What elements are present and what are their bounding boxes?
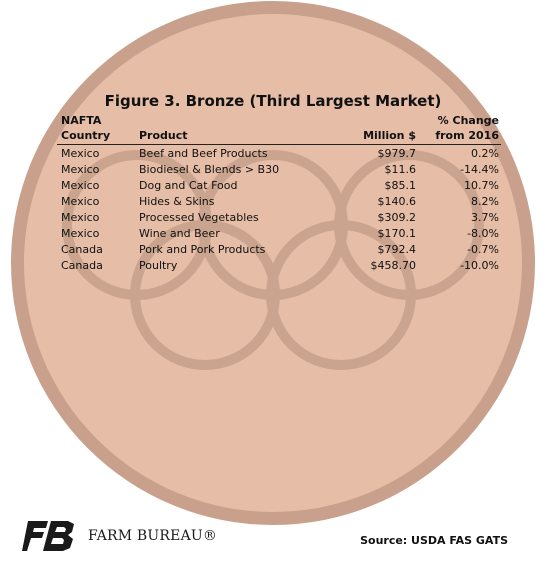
header-change-line2: from 2016	[435, 129, 499, 142]
header-change-line1: % Change	[437, 114, 499, 127]
country-cell: Canada	[61, 259, 103, 272]
header-country-line1: NAFTA	[61, 114, 102, 127]
olympic-ring-5	[266, 220, 416, 370]
table-row: Canada Poultry $458.70 -10.0%	[0, 258, 546, 274]
value-cell: $85.1	[384, 179, 417, 192]
header-million: Million $	[363, 129, 416, 142]
country-cell: Canada	[61, 243, 103, 256]
product-cell: Dog and Cat Food	[139, 179, 238, 192]
product-cell: Pork and Pork Products	[139, 243, 266, 256]
value-cell: $792.4	[377, 243, 417, 256]
product-cell: Beef and Beef Products	[139, 147, 268, 160]
product-cell: Poultry	[139, 259, 178, 272]
table-row: Mexico Beef and Beef Products $979.7 0.2%	[0, 146, 546, 162]
change-cell: 3.7%	[471, 211, 499, 224]
value-cell: $140.6	[377, 195, 417, 208]
farm-bureau-fb-logo-icon	[22, 521, 74, 551]
brand-name: FARM BUREAU®	[88, 528, 218, 544]
table-row: Mexico Biodiesel & Blends > B30 $11.6 -14.4…	[0, 162, 546, 178]
table-row: Mexico Dog and Cat Food $85.1 10.7%	[0, 178, 546, 194]
value-cell: $11.6	[384, 163, 417, 176]
header-product: Product	[139, 129, 188, 142]
value-cell: $309.2	[377, 211, 417, 224]
change-cell: -14.4%	[460, 163, 499, 176]
value-cell: $979.7	[377, 147, 417, 160]
header-country-line2: Country	[61, 129, 111, 142]
change-cell: -0.7%	[467, 243, 499, 256]
table-row: Mexico Wine and Beer $170.1 -8.0%	[0, 226, 546, 242]
country-cell: Mexico	[61, 163, 100, 176]
change-cell: -10.0%	[460, 259, 499, 272]
value-cell: $458.70	[370, 259, 417, 272]
change-cell: 10.7%	[464, 179, 499, 192]
change-cell: -8.0%	[467, 227, 499, 240]
product-cell: Processed Vegetables	[139, 211, 259, 224]
chart-title: Figure 3. Bronze (Third Largest Market)	[104, 92, 442, 110]
header-rule	[57, 144, 501, 145]
table-body: Mexico Beef and Beef Products $979.7 0.2% Me…	[0, 146, 546, 274]
value-cell: $170.1	[377, 227, 417, 240]
product-cell: Wine and Beer	[139, 227, 220, 240]
country-cell: Mexico	[61, 179, 100, 192]
table-row: Canada Pork and Pork Products $792.4 -0.7%	[0, 242, 546, 258]
olympic-rings-watermark	[62, 150, 484, 370]
source-note: Source: USDA FAS GATS	[360, 534, 508, 547]
product-cell: Biodiesel & Blends > B30	[139, 163, 280, 176]
country-cell: Mexico	[61, 211, 100, 224]
change-cell: 8.2%	[471, 195, 499, 208]
country-cell: Mexico	[61, 195, 100, 208]
country-cell: Mexico	[61, 227, 100, 240]
country-cell: Mexico	[61, 147, 100, 160]
table-row: Mexico Hides & Skins $140.6 8.2%	[0, 194, 546, 210]
change-cell: 0.2%	[471, 147, 499, 160]
medal-face	[24, 14, 522, 512]
product-cell: Hides & Skins	[139, 195, 215, 208]
table-row: Mexico Processed Vegetables $309.2 3.7%	[0, 210, 546, 226]
